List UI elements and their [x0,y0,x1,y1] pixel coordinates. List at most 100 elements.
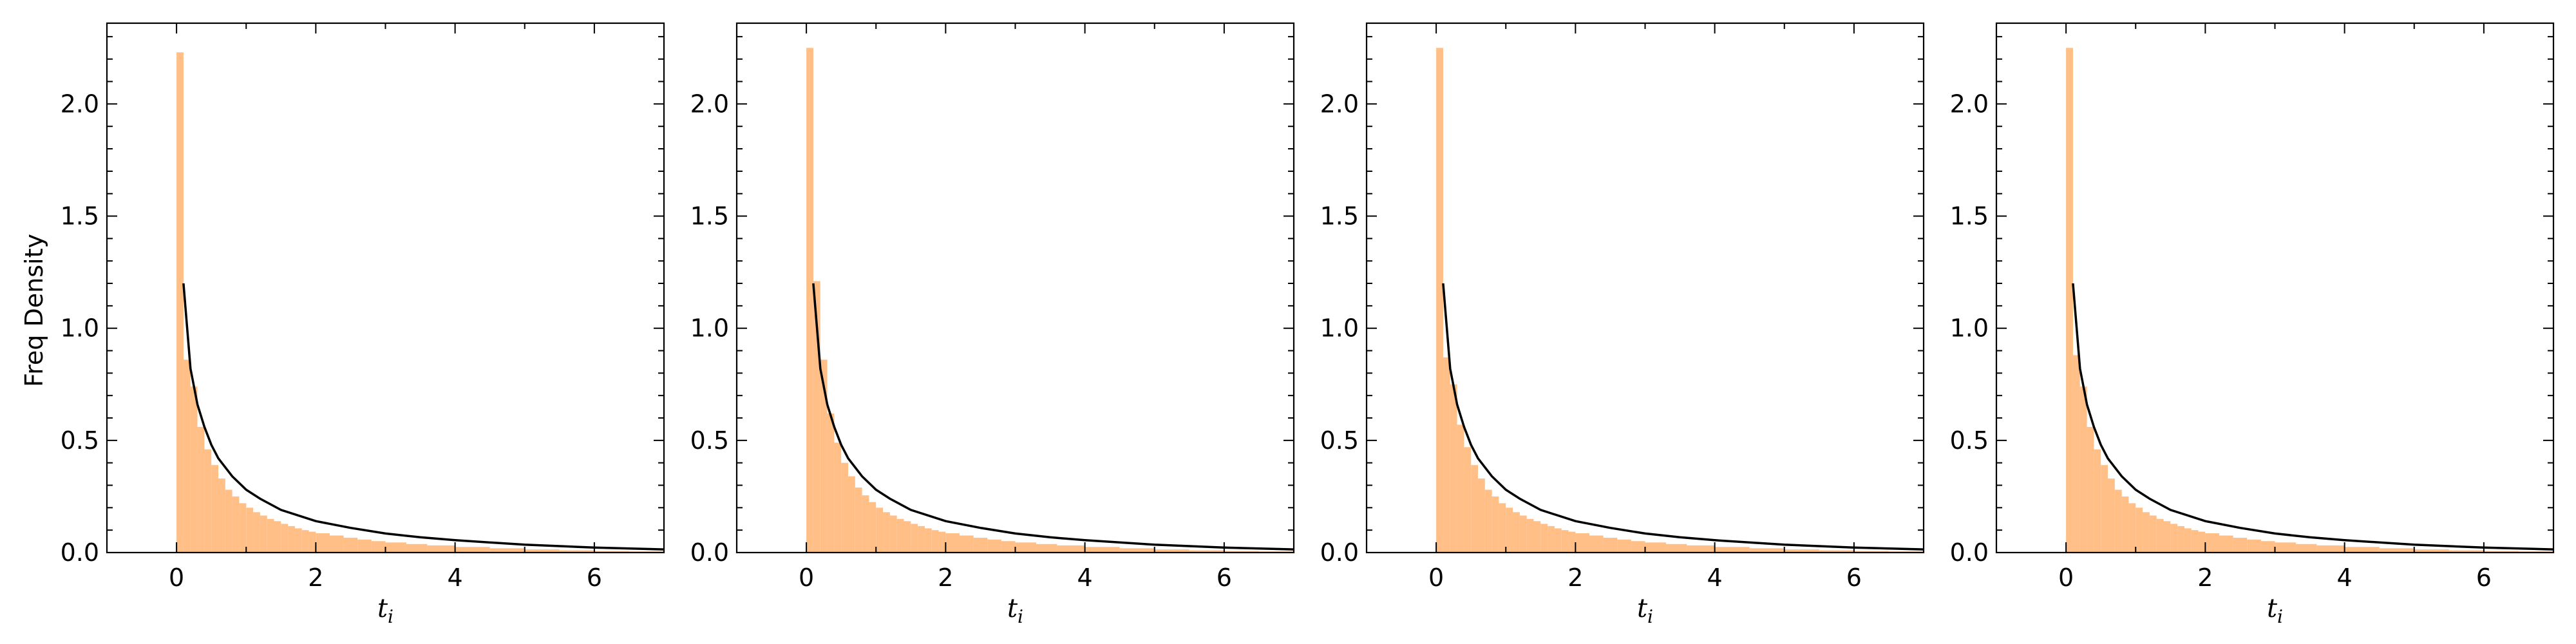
y-tick-label: 2.0 [690,90,729,118]
histogram-bar [1506,507,1513,553]
y-tick-label: 0.5 [1950,426,1989,455]
histogram-bar [2101,465,2108,553]
histogram-bar [1443,357,1450,553]
histogram-bar [1057,545,1085,553]
x-tick-label: 4 [2337,564,2353,592]
histogram-bar [2079,386,2087,553]
histogram-bar [827,413,835,553]
histogram-bar [1119,548,1155,553]
panel-1: 0 2 4 6 0.0 0.5 1.0 1.5 2.0 ti [61,22,665,627]
histogram-bar [2108,478,2115,553]
x-tick-label: 6 [1846,564,1862,592]
histogram-bar [1001,541,1016,553]
histogram-bar [218,478,225,553]
histogram-bar [2094,449,2101,553]
histogram-bar [2143,512,2150,553]
histogram-bar [2198,531,2206,553]
histogram-bar [294,528,302,553]
histogram-bar [889,515,897,553]
histogram-bar [960,535,974,553]
histogram-bar [2121,496,2129,553]
histogram-bar [2072,355,2080,553]
histogram-bar [1513,512,1520,553]
histogram-bar [2136,507,2143,553]
histogram-bar [2316,545,2345,553]
histogram-bar [862,495,869,553]
y-tick-label: 1.0 [690,314,729,343]
histogram-bar [190,386,198,553]
histogram-bar [1645,542,1666,553]
x-tick-label: 6 [2476,564,2492,592]
x-tick-label: 6 [1217,564,1232,592]
x-tick-label: 4 [448,564,463,592]
histogram-bar [281,524,289,553]
histogram-bar [288,526,295,553]
histogram-bar [427,545,455,553]
histogram-bar [1224,551,1259,553]
ticks [736,23,1294,553]
histogram-bar [2087,426,2094,553]
y-tick-label: 2.0 [61,90,99,118]
x-tick-label: 2 [308,564,323,592]
plot-area [2066,48,2553,553]
histogram [1436,48,1924,553]
plot-area [1436,48,1924,553]
histogram-bar [876,507,884,553]
histogram-bar [204,449,212,553]
histogram-bar [267,518,274,553]
histogram-bar [253,512,260,553]
histogram-bar [1464,447,1472,553]
histogram-bar [2275,542,2296,553]
plot-area [176,52,664,553]
histogram [806,48,1294,553]
histogram-bar [2170,524,2178,553]
histogram-bar [1631,541,1645,553]
histogram-bar [1617,539,1631,553]
histogram-bar [1540,524,1548,553]
histogram-bar [211,465,218,553]
y-tick-label: 1.5 [1320,202,1359,231]
histogram-bar [855,487,862,553]
histogram-bar [2260,541,2275,553]
histogram-bar [918,526,925,553]
histogram-bar [274,521,281,553]
histogram-bar [385,542,406,553]
y-tick-label: 0.0 [61,538,99,567]
histogram-bar [904,521,911,553]
histogram-bar [2219,535,2233,553]
histogram-bar [2149,515,2157,553]
histogram-bar [225,489,232,553]
histogram-bar [1589,535,1604,553]
histogram-bar [938,531,946,553]
histogram-bar [924,528,932,553]
y-tick-label: 1.5 [61,202,99,231]
histogram-bar [1533,521,1541,553]
x-tick-label: 2 [938,564,953,592]
histogram-bar [896,518,904,553]
histogram-bar [848,476,855,553]
histogram-bar [2114,489,2122,553]
histogram-bar [2066,48,2073,553]
histogram-bar [883,512,890,553]
histogram-bar [1471,465,1478,553]
histogram-bar [1568,531,1576,553]
histogram-bar [1478,478,1485,553]
histogram-bar [239,503,247,553]
x-tick-label: 4 [1707,564,1723,592]
x-tick-label: 6 [587,564,602,592]
x-tick-label: 0 [799,564,814,592]
histogram-bar [1436,48,1443,553]
histogram-bar [1015,542,1036,553]
y-tick-label: 0.5 [61,426,99,455]
histogram-bar [1457,424,1464,553]
histogram-bar [1484,489,1492,553]
y-tick-label: 1.5 [690,202,729,231]
histogram-bar [806,48,813,553]
histogram-bar [232,496,240,553]
y-tick-label: 2.0 [1320,90,1359,118]
histogram-bar [343,538,358,553]
histogram-bar [1084,547,1120,553]
histogram-bar [2184,528,2192,553]
panel-4: 0 2 4 6 0.0 0.5 1.0 1.5 2.0 ti [1950,22,2555,627]
